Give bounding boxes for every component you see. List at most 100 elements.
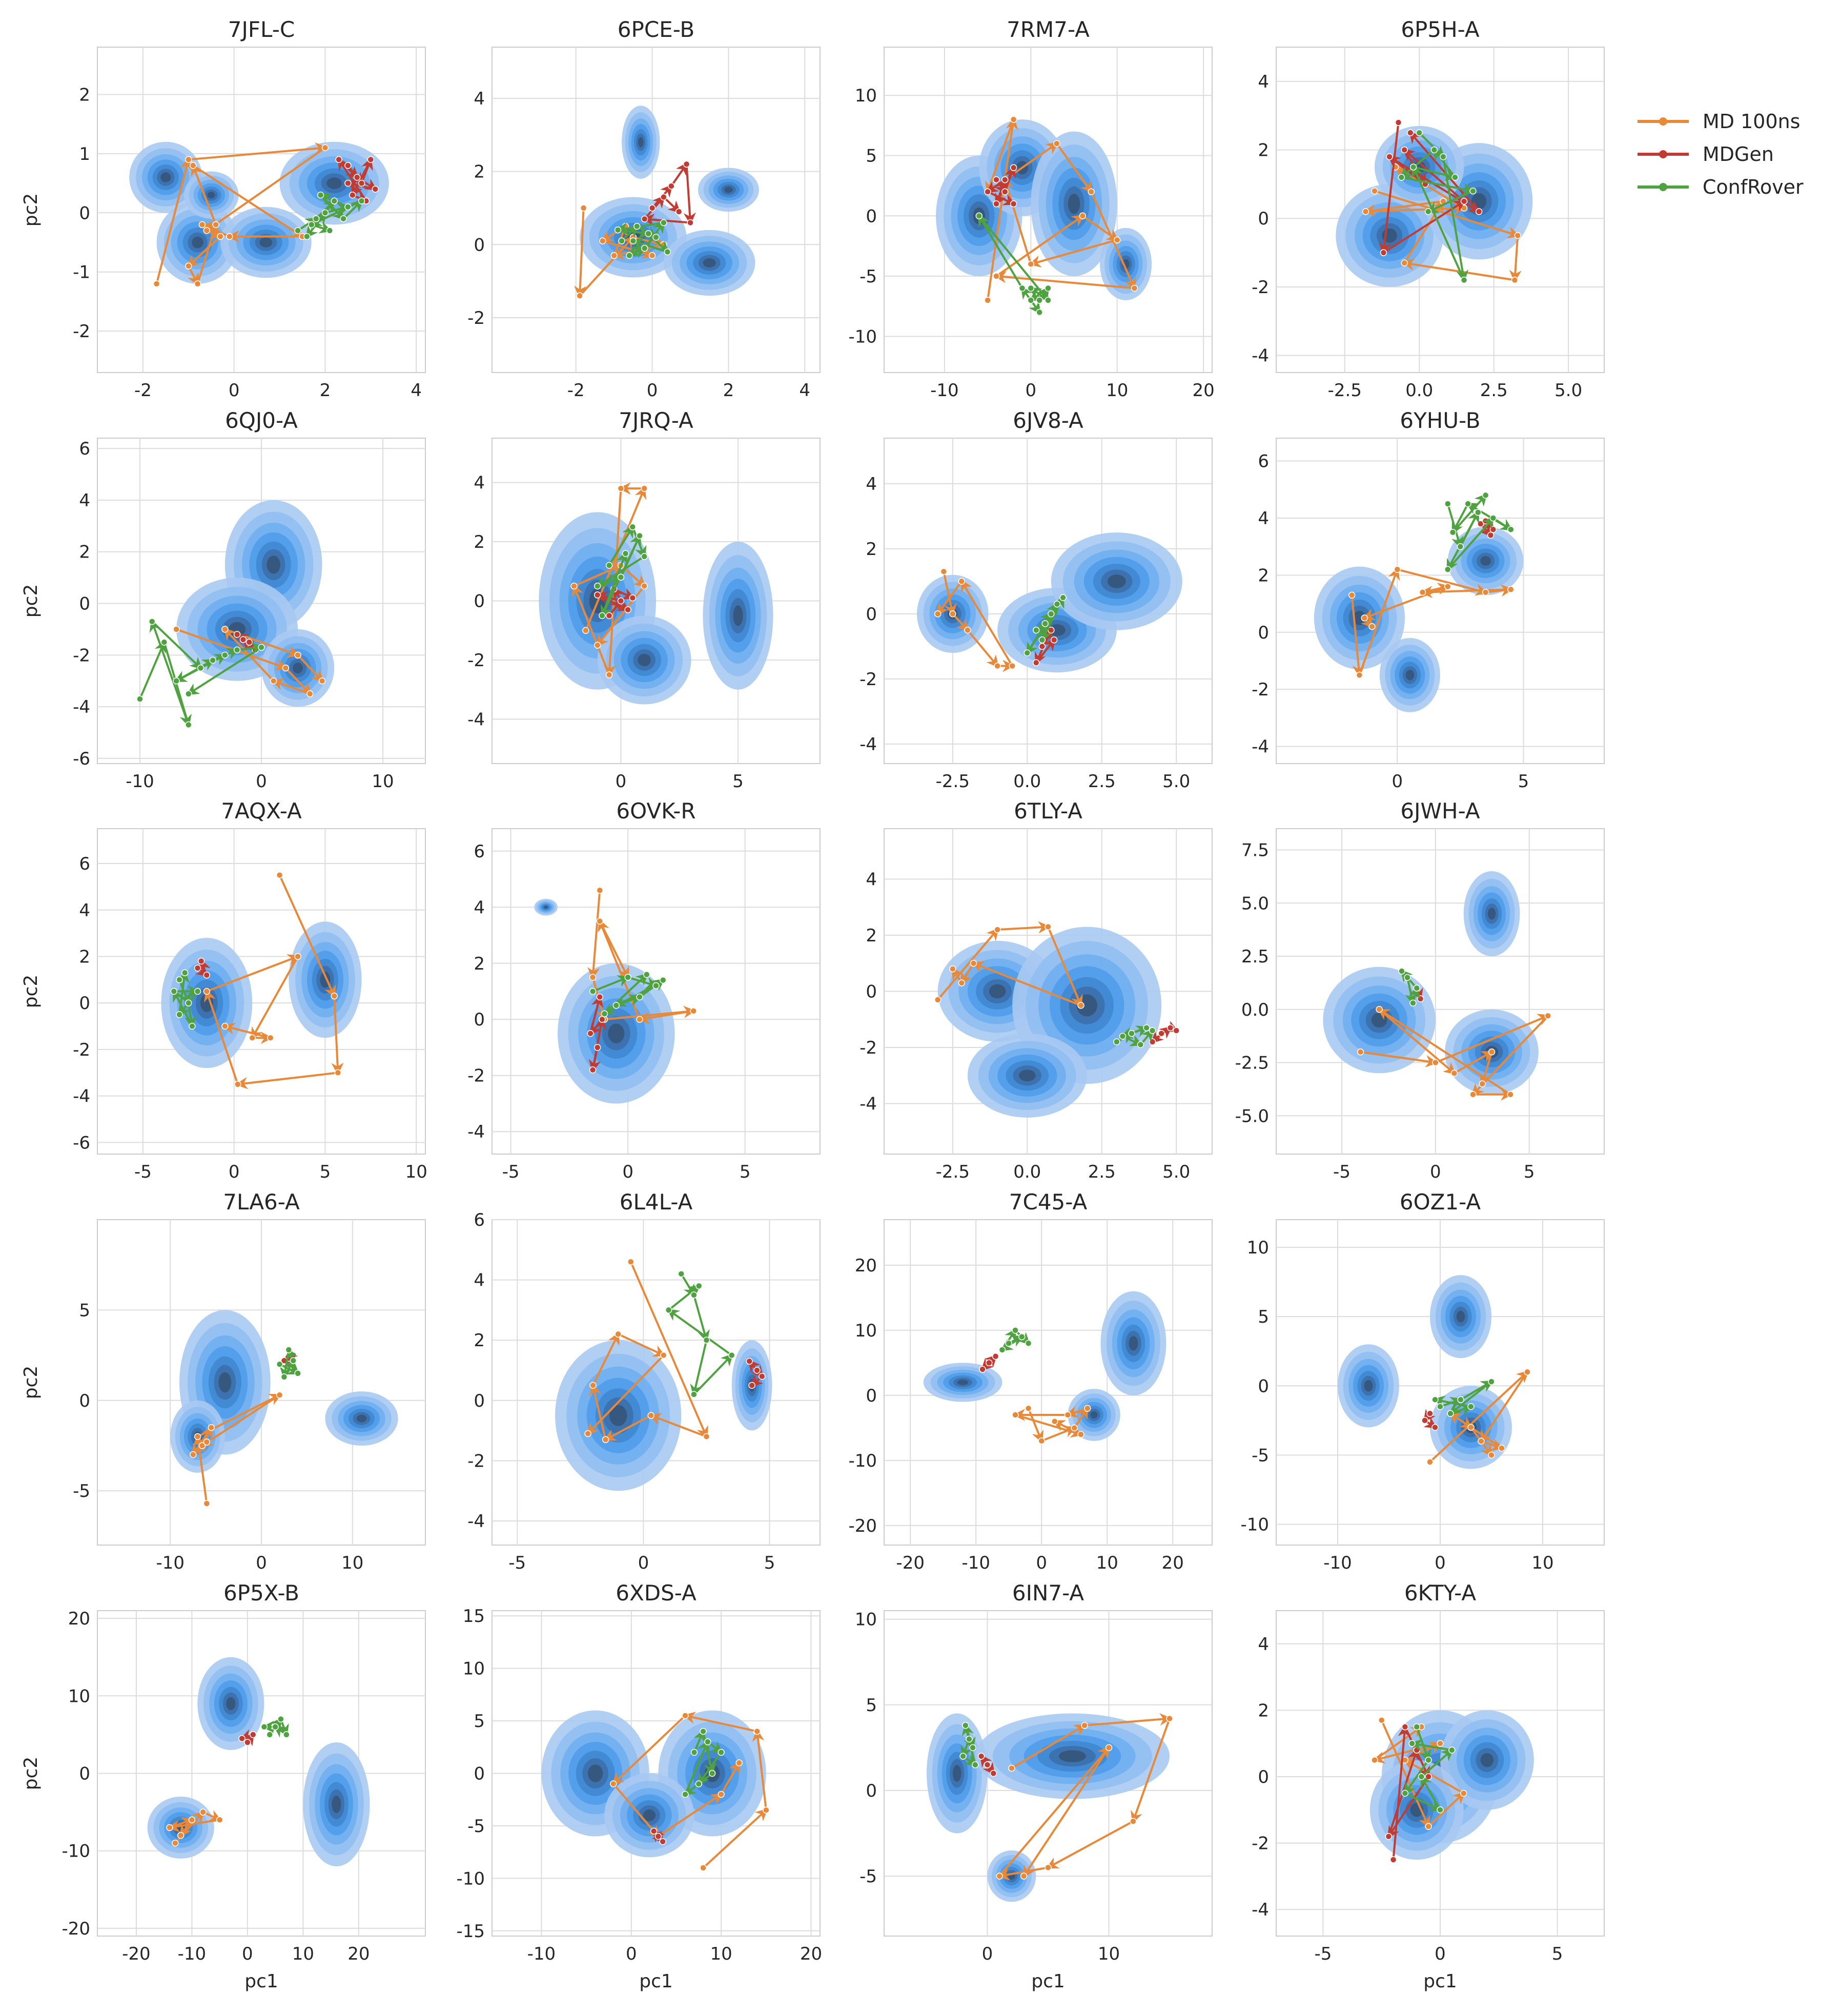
point-mdgen — [605, 612, 613, 620]
legend-item-mdgen[interactable]: MDGen — [1635, 138, 1830, 171]
point-md — [1368, 623, 1376, 630]
y-tick-label: 10 — [1247, 1238, 1269, 1258]
trajectory-segment-confrover — [1448, 1381, 1492, 1415]
y-tick-label: 0 — [866, 1781, 877, 1801]
point-mdgen — [1158, 1030, 1165, 1037]
point-md — [306, 690, 314, 697]
density-blob — [207, 192, 215, 199]
trajectory-segment-md — [997, 921, 1051, 934]
point-md — [1478, 1437, 1485, 1445]
trajectory-mdgen — [977, 1753, 997, 1777]
trajectory-mdgen — [746, 1357, 766, 1389]
point-md — [1071, 1424, 1078, 1432]
x-tick-label: 0 — [622, 1162, 633, 1182]
point-confrover — [1448, 1746, 1456, 1754]
legend-item-md-100ns[interactable]: MD 100ns — [1635, 105, 1830, 138]
legend-item-confrover[interactable]: ConfRover — [1635, 171, 1830, 203]
point-md — [1361, 614, 1368, 622]
point-mdgen — [650, 1827, 658, 1835]
density-contours — [937, 927, 1162, 1118]
point-md — [617, 485, 625, 492]
trajectory-segment-md — [1449, 1412, 1473, 1429]
point-mdgen — [1401, 146, 1408, 154]
point-confrover — [1113, 1038, 1120, 1045]
point-mdgen — [1407, 129, 1414, 136]
point-md — [605, 671, 613, 678]
y-tick-label: -4 — [467, 709, 485, 730]
point-md — [949, 610, 956, 618]
trajectory-segment-confrover — [151, 621, 202, 670]
panel-6oz1-a: -10 0 10 -10 -5 0 5 10 6OZ1-A — [1240, 1189, 1605, 1573]
trajectory-segment-confrover — [666, 1308, 732, 1356]
trajectory-segment-confrover — [1451, 503, 1469, 535]
trajectory-segment-confrover — [1446, 511, 1479, 572]
y-tick-label: 7.5 — [1241, 840, 1269, 861]
point-md — [1488, 1048, 1496, 1056]
point-confrover — [1437, 1403, 1444, 1410]
y-tick-label: -4 — [859, 734, 877, 755]
point-confrover — [998, 1346, 1006, 1353]
y-tick-label: 1 — [79, 144, 90, 164]
y-tick-label: -4 — [1252, 737, 1269, 757]
point-confrover — [1036, 297, 1043, 304]
trajectory-segment-md — [187, 235, 221, 268]
x-tick-label: 0 — [229, 380, 240, 401]
trajectory-segment-md — [235, 1072, 338, 1089]
y-tick-label: -10 — [62, 1841, 90, 1862]
trajectory-segment-confrover — [1420, 1774, 1441, 1811]
trajectory-segment-md — [191, 163, 217, 225]
point-md — [996, 1873, 1003, 1880]
y-tick-label: -4 — [73, 697, 90, 717]
point-mdgen — [596, 993, 604, 1001]
point-md — [189, 1451, 197, 1458]
y-tick-label: 4 — [474, 1270, 485, 1291]
point-confrover — [601, 1010, 608, 1018]
point-mdgen — [1426, 1410, 1434, 1417]
y-tick-label: 0.0 — [1241, 1000, 1269, 1020]
point-md — [321, 144, 329, 152]
x-tick-label: 2.5 — [1088, 771, 1116, 792]
point-mdgen — [1475, 208, 1483, 215]
x-tick-label: 2.5 — [1088, 1162, 1116, 1182]
point-confrover — [652, 234, 660, 241]
trajectory-segment-mdgen — [597, 594, 630, 611]
trajectory-md — [1426, 1368, 1531, 1466]
trajectory-segment-md — [1397, 568, 1488, 596]
point-confrover — [636, 532, 643, 540]
x-tick-label: 20 — [1193, 380, 1215, 401]
trajectory-segment-confrover — [1401, 176, 1476, 195]
point-mdgen — [748, 1382, 755, 1389]
trajectory-segment-md — [1027, 1408, 1044, 1444]
point-confrover — [641, 244, 648, 252]
trajectory-segment-confrover — [592, 975, 630, 993]
trajectory-segment-mdgen — [356, 176, 378, 191]
y-tick-label: 4 — [474, 89, 485, 109]
trajectory-segment-md — [278, 874, 336, 998]
point-md — [267, 1034, 274, 1041]
x-tick-label: 5 — [740, 1162, 751, 1182]
trajectory-segment-md — [618, 1333, 666, 1357]
trajectory-confrover — [260, 1715, 290, 1738]
y-axis-label: pc2 — [21, 193, 42, 227]
point-confrover — [1464, 500, 1471, 507]
trajectory-segment-confrover — [177, 970, 190, 1015]
trajectory-segment-md — [196, 222, 219, 284]
point-mdgen — [358, 179, 365, 187]
x-tick-label: -10 — [156, 1553, 185, 1573]
y-tick-label: 5 — [866, 1695, 877, 1716]
density-blob — [293, 662, 303, 674]
trajectory-segment-md — [960, 962, 975, 985]
point-confrover — [160, 639, 168, 646]
density-blob — [724, 187, 733, 193]
x-tick-label: 10 — [1531, 1553, 1553, 1573]
point-md — [735, 1759, 743, 1766]
y-tick-label: 2 — [866, 925, 877, 946]
trajectory-segment-confrover — [977, 214, 1024, 289]
point-md — [636, 1016, 643, 1023]
point-mdgen — [654, 1833, 662, 1840]
trajectory-segment-md — [599, 920, 629, 980]
point-confrover — [197, 664, 204, 672]
y-tick-label: 0 — [79, 203, 90, 223]
y-tick-label: 4 — [79, 490, 90, 511]
trajectory-md — [166, 1808, 223, 1847]
